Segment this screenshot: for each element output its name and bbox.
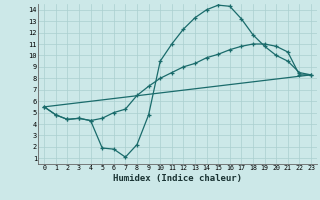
X-axis label: Humidex (Indice chaleur): Humidex (Indice chaleur)	[113, 174, 242, 183]
